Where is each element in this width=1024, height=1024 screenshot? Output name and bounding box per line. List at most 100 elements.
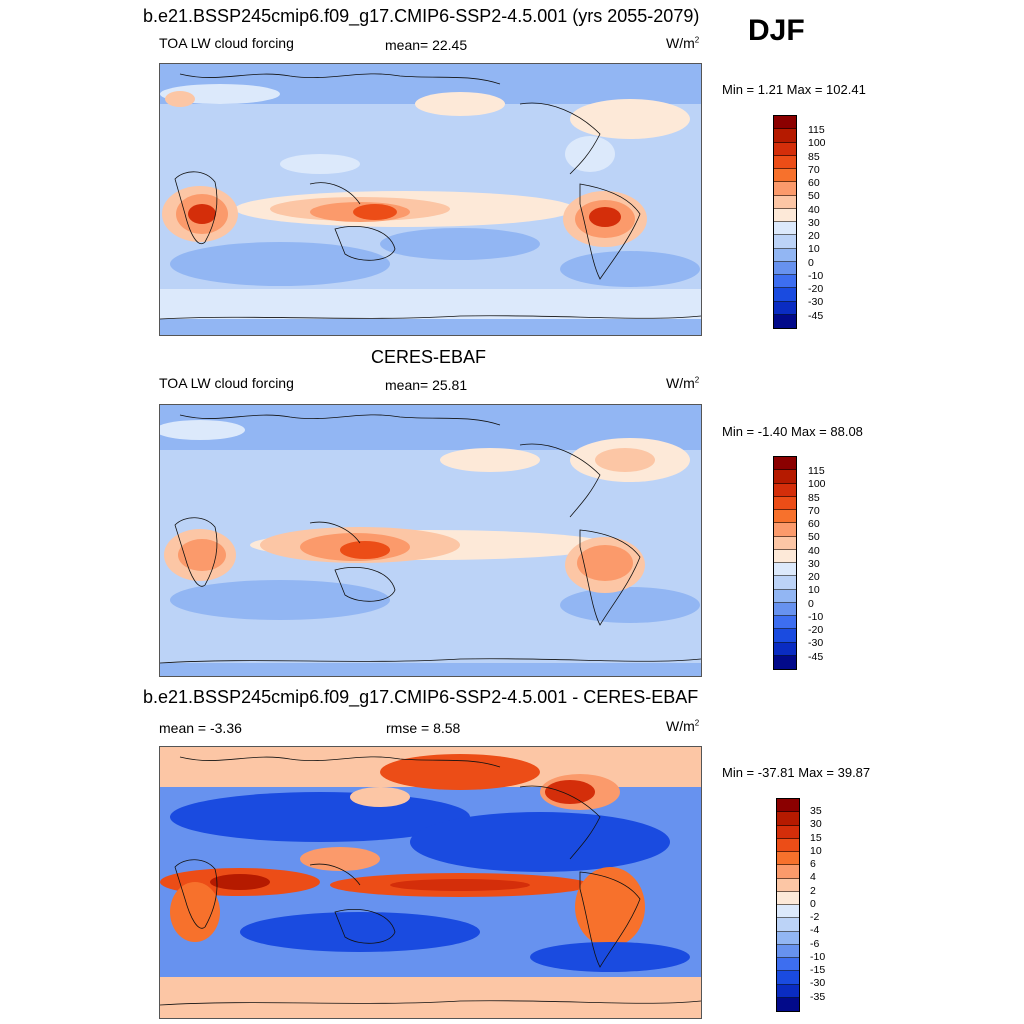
panel-1-title: b.e21.BSSP245cmip6.f09_g17.CMIP6-SSP2-4.… bbox=[143, 6, 700, 26]
colorbar-tick-label: -35 bbox=[810, 990, 826, 1003]
panel-2-map-graphic bbox=[160, 405, 701, 676]
colorbar-tick-label: 85 bbox=[808, 150, 820, 163]
colorbar-cell bbox=[774, 616, 796, 630]
colorbar-tick-label: -30 bbox=[810, 977, 826, 990]
colorbar-cell bbox=[777, 918, 799, 932]
colorbar-tick-label: -2 bbox=[810, 911, 820, 923]
colorbar-cell bbox=[774, 602, 796, 616]
colorbar-cell bbox=[774, 314, 796, 328]
panel-2-map bbox=[159, 404, 702, 677]
colorbar-tick-label: -4 bbox=[810, 924, 820, 937]
panel-2-minmax: Min = -1.40 Max = 88.08 bbox=[722, 424, 863, 439]
colorbar-cell bbox=[774, 208, 796, 222]
colorbar-tick-label: 60 bbox=[808, 177, 820, 189]
colorbar-cell bbox=[777, 905, 799, 919]
panel-2-colorbar bbox=[773, 456, 797, 670]
colorbar-tick-label: -10 bbox=[808, 610, 824, 623]
colorbar-tick-label: -10 bbox=[808, 269, 824, 282]
panel-1-colorbar bbox=[773, 115, 797, 329]
panel-2-mean-label: mean= 25.81 bbox=[385, 377, 468, 393]
panel-2-variable-label: TOA LW cloud forcing bbox=[159, 375, 294, 391]
colorbar-tick-label: 30 bbox=[808, 216, 820, 229]
colorbar-tick-label: -45 bbox=[808, 650, 824, 663]
colorbar-cell bbox=[774, 523, 796, 537]
colorbar-tick-label: -20 bbox=[808, 283, 824, 295]
colorbar-tick-label: -10 bbox=[810, 950, 826, 963]
colorbar-cell bbox=[777, 944, 799, 958]
colorbar-cell bbox=[774, 301, 796, 315]
panel-2-units: W/m2 bbox=[666, 375, 700, 391]
colorbar-cell bbox=[774, 576, 796, 590]
colorbar-cell bbox=[777, 838, 799, 852]
colorbar-cell bbox=[777, 931, 799, 945]
colorbar-tick-label: 35 bbox=[810, 805, 822, 817]
colorbar-cell bbox=[774, 261, 796, 275]
colorbar-cell bbox=[774, 589, 796, 603]
colorbar-cell bbox=[774, 457, 796, 471]
panel-1-map-graphic bbox=[160, 64, 701, 335]
colorbar-tick-label: 30 bbox=[808, 557, 820, 570]
colorbar-cell bbox=[774, 536, 796, 550]
colorbar-tick-label: -20 bbox=[808, 624, 824, 636]
colorbar-tick-label: 0 bbox=[808, 256, 814, 269]
colorbar-tick-label: 15 bbox=[810, 831, 822, 844]
colorbar-cell bbox=[774, 222, 796, 236]
colorbar-cell bbox=[777, 825, 799, 839]
colorbar-tick-label: 70 bbox=[808, 504, 820, 517]
colorbar-cell bbox=[774, 248, 796, 262]
colorbar-tick-label: 0 bbox=[810, 897, 816, 910]
colorbar-cell bbox=[774, 655, 796, 669]
panel-3-colorbar-cells bbox=[777, 799, 799, 1011]
colorbar-tick-label: 10 bbox=[808, 243, 820, 256]
colorbar-tick-label: 30 bbox=[810, 818, 822, 831]
colorbar-tick-label: 40 bbox=[808, 203, 820, 216]
colorbar-cell bbox=[774, 510, 796, 524]
panel-1-variable-label: TOA LW cloud forcing bbox=[159, 35, 294, 51]
panel-3-units: W/m2 bbox=[666, 718, 700, 734]
colorbar-tick-label: -30 bbox=[808, 637, 824, 650]
panel-1-colorbar-cells bbox=[774, 116, 796, 328]
colorbar-tick-label: 50 bbox=[808, 190, 820, 203]
colorbar-cell bbox=[777, 799, 799, 813]
colorbar-cell bbox=[774, 275, 796, 289]
season-label: DJF bbox=[748, 14, 805, 47]
colorbar-tick-label: 50 bbox=[808, 531, 820, 544]
colorbar-tick-label: -15 bbox=[810, 964, 826, 976]
panel-1-minmax: Min = 1.21 Max = 102.41 bbox=[722, 82, 866, 97]
colorbar-cell bbox=[777, 891, 799, 905]
colorbar-cell bbox=[777, 812, 799, 826]
colorbar-tick-label: -45 bbox=[808, 309, 824, 322]
colorbar-tick-label: 85 bbox=[808, 491, 820, 504]
panel-3-map-graphic bbox=[160, 747, 701, 1018]
colorbar-tick-label: -30 bbox=[808, 296, 824, 309]
panel-3-mean-label: mean = -3.36 bbox=[159, 720, 242, 736]
panel-3-map bbox=[159, 746, 702, 1019]
panel-1-mean-label: mean= 22.45 bbox=[385, 37, 468, 53]
colorbar-tick-label: 20 bbox=[808, 571, 820, 583]
colorbar-cell bbox=[774, 496, 796, 510]
colorbar-cell bbox=[777, 878, 799, 892]
colorbar-cell bbox=[774, 169, 796, 183]
colorbar-cell bbox=[777, 958, 799, 972]
colorbar-cell bbox=[774, 288, 796, 302]
colorbar-tick-label: -6 bbox=[810, 937, 820, 950]
colorbar-cell bbox=[774, 235, 796, 249]
colorbar-cell bbox=[774, 129, 796, 143]
colorbar-tick-label: 115 bbox=[808, 465, 825, 477]
colorbar-cell bbox=[774, 470, 796, 484]
colorbar-cell bbox=[774, 629, 796, 643]
colorbar-cell bbox=[774, 483, 796, 497]
panel-3-colorbar bbox=[776, 798, 800, 1012]
colorbar-cell bbox=[774, 182, 796, 196]
panel-3-minmax: Min = -37.81 Max = 39.87 bbox=[722, 765, 871, 780]
colorbar-cell bbox=[774, 549, 796, 563]
colorbar-cell bbox=[774, 563, 796, 577]
colorbar-cell bbox=[774, 155, 796, 169]
colorbar-cell bbox=[777, 865, 799, 879]
colorbar-tick-label: 10 bbox=[808, 584, 820, 597]
colorbar-cell bbox=[777, 971, 799, 985]
panel-3-rmse-label: rmse = 8.58 bbox=[386, 720, 461, 736]
colorbar-cell bbox=[774, 116, 796, 130]
panel-1-units: W/m2 bbox=[666, 35, 700, 51]
panel-1-map bbox=[159, 63, 702, 336]
